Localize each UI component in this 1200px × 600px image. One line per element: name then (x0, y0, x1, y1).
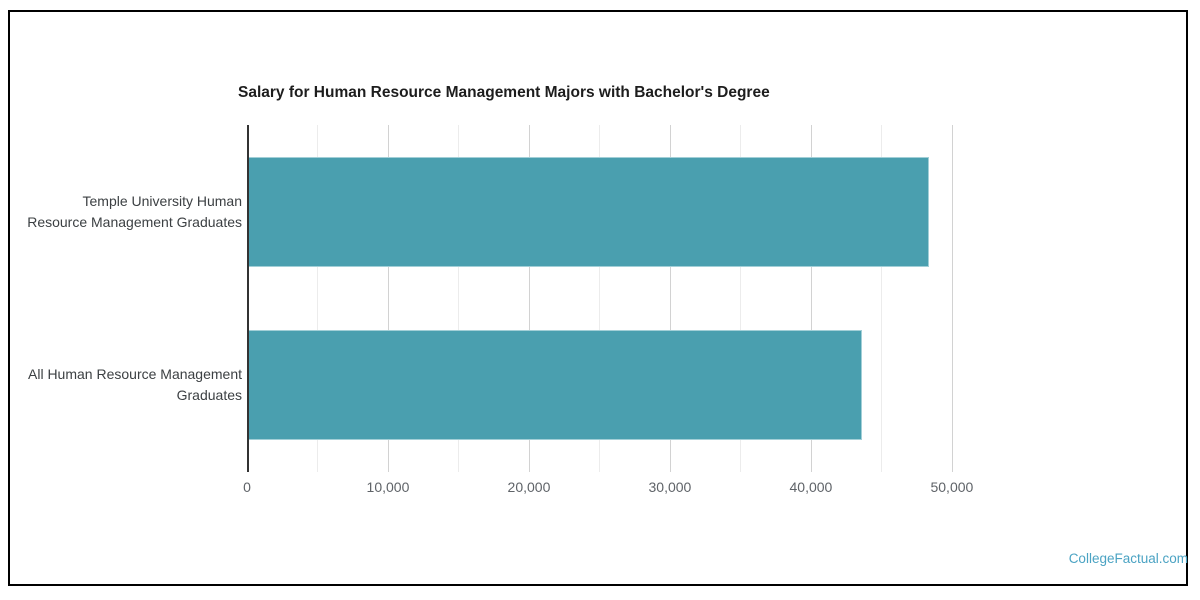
plot-area (247, 125, 966, 472)
bar-all-graduates (247, 330, 863, 441)
chart-frame: Salary for Human Resource Management Maj… (8, 10, 1188, 586)
gridline (951, 125, 953, 472)
x-tick-label: 10,000 (366, 479, 410, 495)
x-tick-label: 30,000 (648, 479, 692, 495)
category-label: All Human Resource Management Graduates (28, 366, 242, 404)
gridlines (247, 125, 966, 472)
gridline (669, 125, 671, 472)
bar-row (247, 125, 966, 299)
gridline (599, 125, 601, 472)
category-label: Temple University Human Resource Manageme… (27, 192, 242, 230)
y-axis-labels: Temple University Human Resource Manageme… (10, 125, 242, 472)
gridline (881, 125, 883, 472)
chart-title: Salary for Human Resource Management Maj… (238, 84, 770, 101)
bar-rows (247, 125, 966, 472)
gridline (528, 125, 530, 472)
bar-temple-university (247, 156, 930, 267)
gridline (740, 125, 742, 472)
gridline (810, 125, 812, 472)
x-tick-label: 40,000 (789, 479, 833, 495)
watermark-link[interactable]: CollegeFactual.com (1068, 551, 1188, 566)
x-tick-label: 0 (243, 479, 251, 495)
gridline (458, 125, 460, 472)
x-axis-tick-labels: 0 10,000 20,000 30,000 40,000 50,000 (243, 479, 973, 499)
gridline (317, 125, 319, 472)
bar-row (247, 299, 966, 473)
y-axis-line (247, 125, 249, 472)
x-tick-label: 20,000 (507, 479, 551, 495)
gridline (387, 125, 389, 472)
x-tick-label: 50,000 (930, 479, 974, 495)
